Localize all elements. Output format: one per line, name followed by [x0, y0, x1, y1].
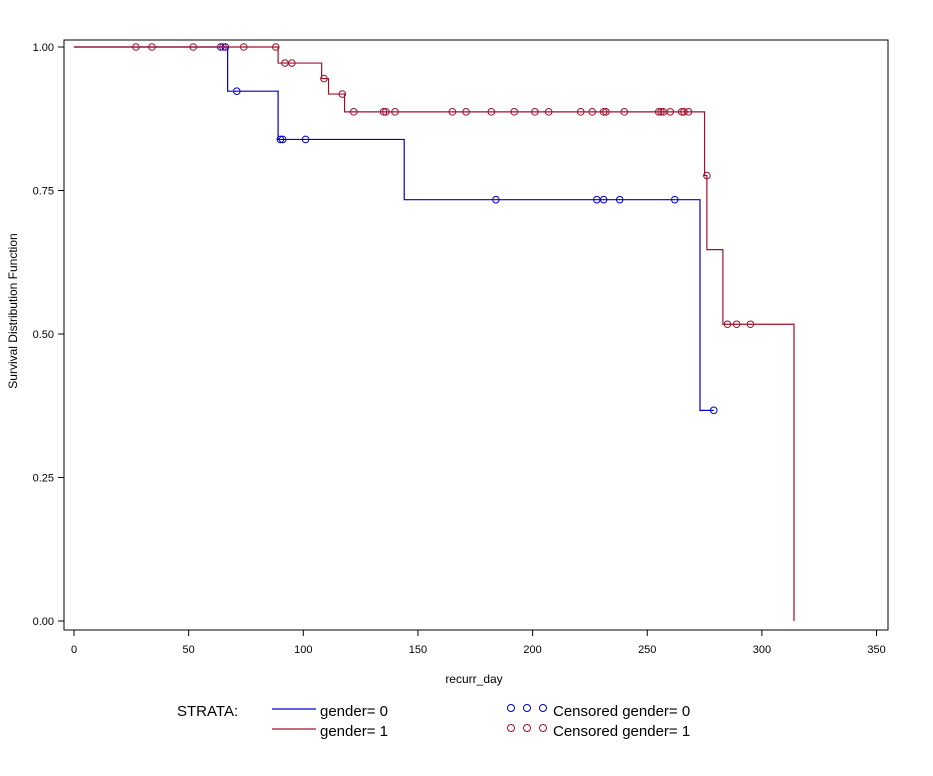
y-tick-label: 0.25 [33, 473, 54, 485]
censored-marker [588, 108, 597, 116]
x-tick-label: 350 [867, 644, 885, 656]
censored-marker [746, 320, 755, 329]
censored-marker [148, 43, 156, 51]
y-tick-label: 0.00 [33, 616, 54, 628]
x-tick-label: 250 [638, 644, 656, 656]
censored-marker [391, 108, 399, 116]
x-tick-label: 50 [183, 644, 195, 656]
legend: STRATA: gender= 0 gender= 1 Censored gen… [177, 703, 690, 740]
censored-marker [233, 87, 241, 95]
censored-marker [189, 43, 198, 51]
legend-label-gender-0: gender= 0 [320, 703, 388, 720]
censored-marker [599, 195, 608, 204]
censored-marker [576, 108, 585, 116]
censored-marker [732, 320, 741, 329]
y-tick-label: 0.75 [33, 186, 54, 198]
y-tick-label: 0.50 [33, 329, 54, 341]
censored-marker [301, 135, 310, 144]
censored-marker [338, 90, 347, 98]
x-tick-label: 150 [409, 644, 427, 656]
x-tick-label: 300 [753, 644, 771, 656]
survival-step-line [74, 46, 795, 621]
x-axis-title: recurr_day [445, 672, 502, 686]
censored-marker [680, 108, 688, 116]
censored-marker [219, 43, 227, 51]
series-gender-0 [74, 43, 718, 415]
censored-marker [276, 135, 285, 144]
y-axis-title: Survival Distribution Function [6, 233, 20, 388]
censored-marker [492, 195, 500, 204]
legend-censored-marker [523, 704, 531, 712]
censored-marker [657, 108, 665, 116]
censored-marker [288, 59, 296, 67]
survival-step-line [74, 46, 714, 411]
legend-censored-marker [507, 724, 515, 732]
plot-frame [63, 39, 889, 631]
censored-marker [349, 108, 358, 116]
y-axis: 0.00 0.25 0.50 0.75 1.00 [33, 42, 64, 628]
legend-censored-marker [507, 704, 515, 712]
censored-marker [620, 108, 629, 116]
x-tick-label: 200 [523, 644, 541, 656]
x-tick-label: 0 [71, 644, 77, 656]
censored-marker [462, 108, 470, 116]
series-layer [74, 43, 795, 621]
censored-marker [132, 43, 140, 51]
censored-marker [666, 108, 674, 116]
censored-marker [382, 108, 390, 116]
censored-marker [278, 135, 287, 144]
legend-censored-markers-gender-1 [507, 724, 547, 732]
censored-marker [709, 406, 718, 415]
censored-marker [670, 195, 679, 204]
censored-marker [615, 195, 624, 204]
censored-marker [723, 320, 732, 329]
censored-marker [531, 108, 539, 116]
legend-censored-markers-gender-0 [507, 704, 547, 712]
legend-censored-marker [539, 724, 547, 732]
legend-censored-marker [539, 704, 547, 712]
censored-marker [654, 108, 663, 116]
y-tick-label: 1.00 [33, 42, 54, 54]
x-tick-label: 100 [294, 644, 312, 656]
x-axis: 0 50 100 150 200 250 300 350 [71, 630, 886, 656]
censored-marker [602, 108, 610, 116]
censored-marker [510, 108, 519, 116]
legend-label-gender-1: gender= 1 [320, 723, 388, 740]
censored-marker [320, 74, 328, 83]
censored-marker [239, 43, 248, 51]
legend-label-censored-gender-0: Censored gender= 0 [553, 703, 690, 720]
series-gender-1 [74, 43, 795, 621]
legend-label-censored-gender-1: Censored gender= 1 [553, 723, 690, 740]
censored-marker [684, 108, 693, 116]
censored-marker [544, 108, 553, 116]
censored-marker [448, 108, 457, 116]
censored-marker [599, 108, 608, 116]
censored-marker [379, 108, 388, 116]
censored-marker [703, 171, 711, 180]
censored-marker [487, 108, 496, 116]
censored-marker [271, 43, 280, 51]
legend-censored-marker [523, 724, 531, 732]
legend-title: STRATA: [177, 703, 238, 720]
